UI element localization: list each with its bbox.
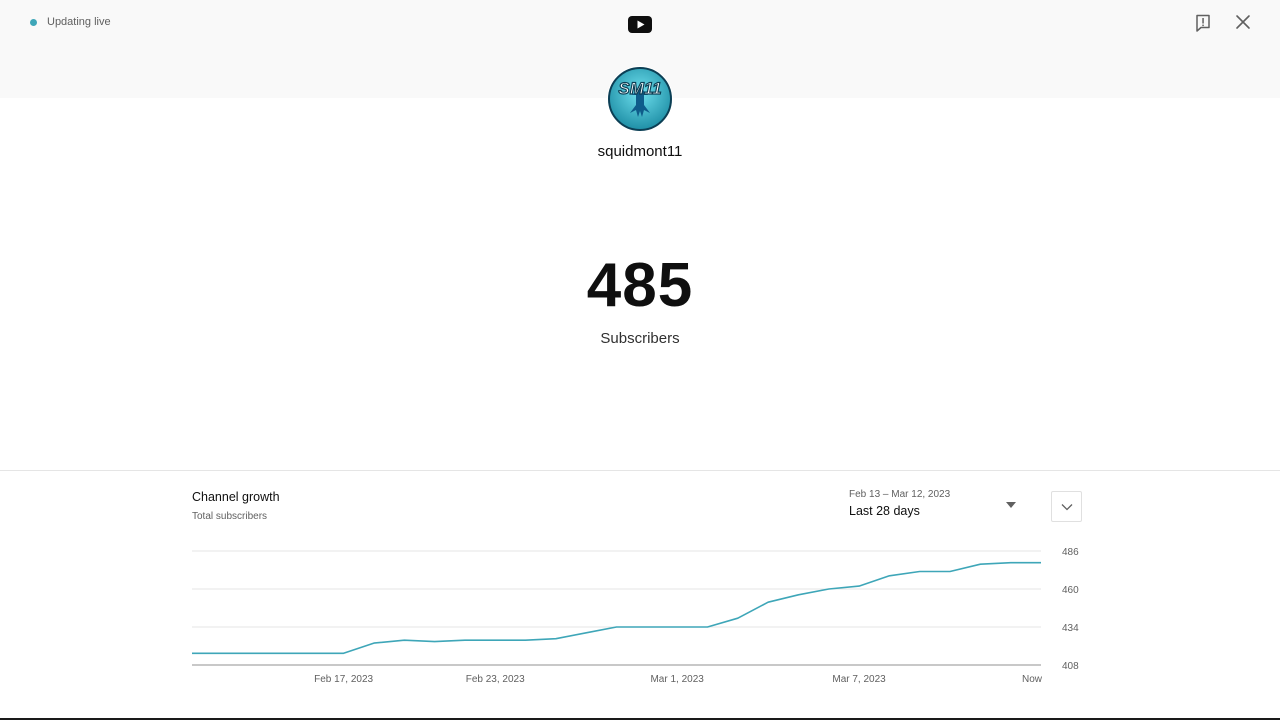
- subscriber-label: Subscribers: [600, 330, 680, 347]
- y-tick-label: 408: [1062, 661, 1079, 672]
- growth-title: Channel growth: [192, 490, 280, 504]
- live-indicator-dot: [30, 18, 37, 26]
- growth-subtitle: Total subscribers: [192, 511, 268, 522]
- date-range-dates: Feb 13 – Mar 12, 2023: [849, 489, 951, 500]
- channel-name: squidmont11: [597, 143, 683, 160]
- bottom-edge: [0, 718, 1280, 720]
- avatar-logo-text: SM11: [618, 79, 661, 98]
- series-line-total-subscribers: [192, 561, 1041, 655]
- date-range-label: Last 28 days: [849, 504, 920, 518]
- x-tick-label: Mar 1, 2023: [650, 674, 704, 685]
- section-divider: [0, 470, 1280, 471]
- caret-down-icon: [1006, 502, 1016, 508]
- y-tick-label: 460: [1062, 585, 1079, 596]
- youtube-icon: [628, 16, 652, 33]
- growth-chart: 408 434 460 486 Feb 17, 2023 Feb 23, 2023 Mar …: [192, 547, 1079, 685]
- live-status-text: Updating live: [47, 16, 111, 28]
- x-tick-label: Feb 17, 2023: [314, 674, 373, 685]
- x-tick-label: Now: [1022, 674, 1043, 685]
- close-icon[interactable]: [1233, 12, 1253, 32]
- expand-chart-button[interactable]: [1051, 491, 1082, 522]
- live-status: Updating live: [30, 15, 111, 29]
- subscriber-count: 485: [586, 251, 694, 320]
- y-tick-label: 434: [1062, 623, 1079, 634]
- x-tick-label: Feb 23, 2023: [466, 674, 525, 685]
- chevron-down-icon: [1061, 503, 1072, 510]
- y-tick-label: 486: [1062, 547, 1079, 558]
- date-range-dropdown[interactable]: Feb 13 – Mar 12, 2023 Last 28 days: [849, 488, 1029, 524]
- channel-avatar: SM11: [607, 66, 673, 132]
- feedback-icon[interactable]: [1193, 13, 1213, 33]
- x-tick-label: Mar 7, 2023: [832, 674, 886, 685]
